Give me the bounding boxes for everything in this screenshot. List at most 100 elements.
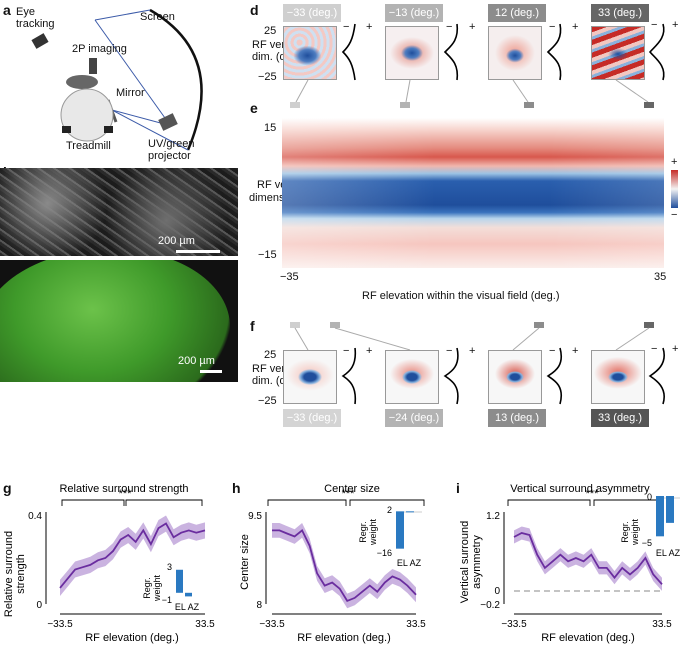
rf-model-f-1	[283, 350, 337, 404]
chart-i-bracket	[507, 499, 661, 506]
chart-i-xlabel: RF elevation (deg.)	[541, 632, 635, 644]
rf-profiles-f	[341, 347, 665, 405]
colorbar-plus: +	[671, 156, 678, 168]
chart-h-inset-ytick-bottom: −16	[377, 548, 392, 558]
chart-i-inset-bar-el	[656, 496, 664, 537]
rf-tag-f-3: 13 (deg.)	[488, 409, 546, 427]
chart-g-inset-ytick-bottom: −1	[162, 595, 172, 605]
panel-f-ylabel-2: dim. (deg.)	[252, 375, 305, 387]
plus-d-2: +	[469, 21, 476, 33]
tissue-section	[0, 260, 230, 382]
panel-e-ytop: 15	[264, 122, 277, 134]
rf-map-d-4	[591, 26, 645, 80]
rf-map-d-2	[385, 26, 439, 80]
chart-i-significance: ***	[586, 488, 600, 500]
chart-g-inset-xlabel: EL AZ	[175, 602, 200, 612]
rf-model-f-2	[385, 350, 439, 404]
chart-i-ytick-top: 1.2	[486, 511, 500, 522]
histology-image	[0, 260, 238, 382]
panel-label-g: g	[3, 480, 12, 496]
chart-g-ylabel-2: strength	[15, 554, 27, 594]
rf-tag-d-3: 12 (deg.)	[488, 4, 546, 22]
chart-i-line	[513, 532, 663, 585]
profile-f-4	[648, 347, 665, 405]
projection-ray-3	[111, 109, 189, 151]
chart-h-bracket	[267, 499, 425, 506]
chart-i-ytick-bottom: −0.2	[480, 600, 500, 611]
chart-h-inset-ytick-top: 2	[387, 505, 392, 515]
chart-g-inset-ylabel-1: Regr.	[142, 577, 152, 599]
setup-schematic	[31, 8, 203, 151]
panel-label-d: d	[250, 2, 259, 18]
chart-i-inset-xlabel: EL AZ	[656, 548, 681, 558]
connector-lines-d	[290, 80, 654, 108]
panel-label-f: f	[250, 318, 255, 334]
chart-i-ytick-zero: 0	[494, 586, 500, 597]
chart-i-inset-ytick-bottom: −5	[642, 538, 652, 548]
scale-label-c: 200 µm	[178, 355, 215, 367]
chart-g-xlabel: RF elevation (deg.)	[85, 632, 179, 644]
panel-e-xright: 35	[654, 271, 667, 283]
chart-i-xtick-right: 33.5	[652, 619, 672, 630]
chart-g-title: Relative surround strength	[59, 483, 188, 495]
profile-d-2	[443, 23, 459, 81]
chart-h-inset-ylabel-2: weight	[368, 518, 378, 546]
connector-lines-f	[290, 322, 654, 350]
panel-e-xlabel: RF elevation within the visual field (de…	[362, 290, 560, 302]
chart-g-inset-bar-az	[185, 592, 192, 597]
projector-icon	[158, 113, 178, 131]
imaging-label: 2P imaging	[72, 43, 127, 55]
chart-h-title: Center size	[324, 483, 380, 495]
rf-profiles-d	[341, 23, 665, 81]
minus-f-1: −	[343, 345, 350, 357]
plus-f-3: +	[572, 345, 579, 357]
profile-f-2	[443, 347, 459, 405]
rf-tag-d-2: −13 (deg.)	[385, 4, 443, 22]
profile-d-3	[546, 23, 562, 81]
projector-label-2: projector	[148, 150, 191, 162]
chart-h-significance: ***	[342, 488, 356, 500]
projection-ray-4	[111, 109, 169, 126]
panel-label-e: e	[250, 100, 258, 116]
chart-i-inset-ytick-top: 0	[647, 492, 652, 502]
panel-e-ybottom: −15	[258, 249, 277, 261]
minus-f-2: −	[446, 345, 453, 357]
chart-h-ylabel: Center size	[239, 534, 251, 590]
chart-g-inset-ytick-top: 3	[167, 562, 172, 572]
chart-g-bracket	[61, 499, 203, 506]
objective-icon	[89, 58, 97, 74]
scale-bar-b	[176, 250, 220, 253]
chart-g-xtick-right: 33.5	[195, 619, 215, 630]
chart-h-ytick-bottom: 8	[256, 600, 262, 611]
plus-f-2: +	[469, 345, 476, 357]
rf-tag-f-2: −24 (deg.)	[385, 409, 443, 427]
profile-f-3	[546, 347, 562, 405]
rf-tag-f-1: −33 (deg.)	[283, 409, 341, 427]
colorbar-minus: −	[671, 209, 678, 221]
panel-d-ybottom: −25	[258, 71, 277, 83]
chart-h-line	[272, 528, 417, 603]
plus-f-4: +	[672, 343, 679, 355]
panel-d-ylabel-2: dim. (deg.)	[252, 51, 305, 63]
mouse-icon	[66, 75, 98, 89]
chart-i-title: Vertical surround asymmetry	[510, 483, 650, 495]
screen-label: Screen	[140, 11, 175, 23]
projector-label-1: UV/green	[148, 138, 195, 150]
chart-h-xlabel: RF elevation (deg.)	[297, 632, 391, 644]
minus-d-2: −	[446, 21, 453, 33]
rf-map-d-3	[488, 26, 542, 80]
chart-g-ytick-bottom: 0	[36, 600, 42, 611]
panel-d-ylabel-1: RF vert.	[252, 39, 292, 51]
minus-d-3: −	[549, 21, 556, 33]
eye-tracking-label: Eye tracking	[16, 6, 55, 30]
chart-g-significance: ***	[119, 488, 133, 500]
plus-d-3: +	[572, 21, 579, 33]
profile-f-1	[341, 347, 357, 405]
chart-h-xtick-left: −33.5	[259, 619, 285, 630]
treadmill-ball	[60, 88, 114, 142]
panel-d-ytop: 25	[264, 25, 277, 37]
chart-g-ytick-top: 0.4	[28, 511, 42, 522]
line-chart-i: Vertical surround asymmetry *** Vertical…	[459, 483, 681, 644]
chart-i-inset-bar-az	[666, 496, 674, 523]
rf-heatmap	[282, 118, 664, 268]
